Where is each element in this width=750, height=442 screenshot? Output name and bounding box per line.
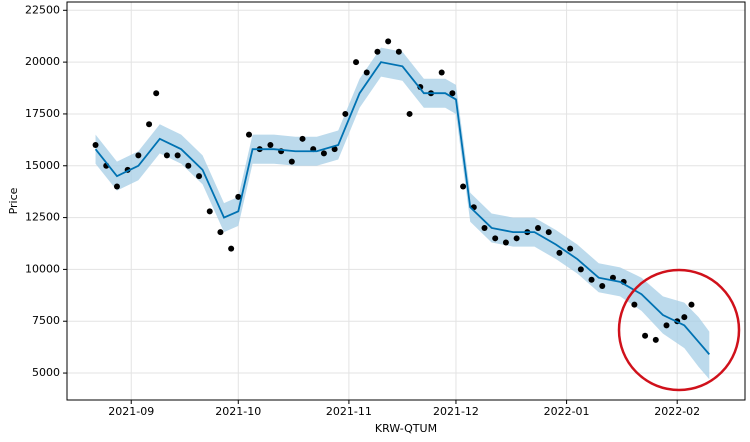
ticks: 5000 7500 10000 12500 15000 17500 20000 22500 20…: [25, 3, 700, 418]
observed-point: [545, 229, 552, 236]
observed-point: [481, 224, 488, 231]
forecast-line: [94, 61, 710, 355]
observed-point: [588, 276, 595, 283]
observed-point: [92, 142, 99, 149]
observed-point: [631, 301, 638, 308]
points-layer: [92, 38, 695, 343]
y-tick-label: 5000: [32, 366, 60, 379]
observed-point: [217, 229, 224, 236]
observed-point: [196, 173, 203, 180]
observed-point: [228, 245, 235, 252]
observed-point: [385, 38, 392, 45]
y-tick-label: 12500: [25, 211, 60, 224]
y-tick-label: 22500: [25, 3, 60, 16]
observed-point: [185, 162, 192, 169]
observed-point: [681, 314, 688, 321]
observed-point: [663, 322, 670, 329]
observed-point: [320, 150, 327, 157]
observed-point: [438, 69, 445, 76]
y-tick-label: 20000: [25, 55, 60, 68]
observed-point: [449, 90, 456, 97]
observed-point: [688, 301, 695, 308]
observed-point: [235, 193, 242, 200]
x-tick-label: 2021-09: [108, 405, 154, 418]
y-tick-label: 15000: [25, 159, 60, 172]
observed-point: [406, 110, 413, 117]
plot-frame: [66, 1, 746, 401]
observed-point: [163, 152, 170, 159]
observed-point: [299, 135, 306, 142]
observed-point: [609, 274, 616, 281]
observed-point: [599, 282, 606, 289]
observed-point: [267, 142, 274, 149]
line-layer: [94, 61, 710, 355]
observed-point: [577, 266, 584, 273]
x-axis-label: KRW-QTUM: [375, 422, 437, 435]
x-tick-label: 2021-12: [433, 405, 479, 418]
y-tick-label: 7500: [32, 314, 60, 327]
observed-point: [535, 224, 542, 231]
x-tick-label: 2021-10: [215, 405, 261, 418]
observed-point: [331, 146, 338, 153]
observed-point: [353, 59, 360, 66]
observed-point: [556, 249, 563, 256]
y-tick-label: 17500: [25, 107, 60, 120]
x-tick-label: 2022-01: [544, 405, 590, 418]
observed-point: [642, 332, 649, 339]
observed-point: [363, 69, 370, 76]
observed-point: [374, 48, 381, 55]
y-tick-label: 10000: [25, 262, 60, 275]
observed-point: [174, 152, 181, 159]
observed-point: [460, 183, 467, 190]
observed-point: [288, 158, 295, 165]
observed-point: [395, 48, 402, 55]
observed-point: [113, 183, 120, 190]
observed-point: [245, 131, 252, 138]
observed-point: [502, 239, 509, 246]
observed-point: [153, 90, 160, 97]
observed-point: [342, 110, 349, 117]
highlight-circle: [617, 268, 741, 392]
observed-point: [146, 121, 153, 128]
x-tick-label: 2022-02: [654, 405, 700, 418]
observed-point: [567, 245, 574, 252]
y-axis-label: Price: [7, 187, 20, 214]
observed-point: [652, 336, 659, 343]
x-tick-label: 2021-11: [326, 405, 372, 418]
observed-point: [492, 235, 499, 242]
uncertainty-band: [95, 47, 710, 380]
observed-point: [206, 208, 213, 215]
observed-point: [135, 152, 142, 159]
observed-point: [513, 235, 520, 242]
band-layer: [95, 47, 710, 380]
